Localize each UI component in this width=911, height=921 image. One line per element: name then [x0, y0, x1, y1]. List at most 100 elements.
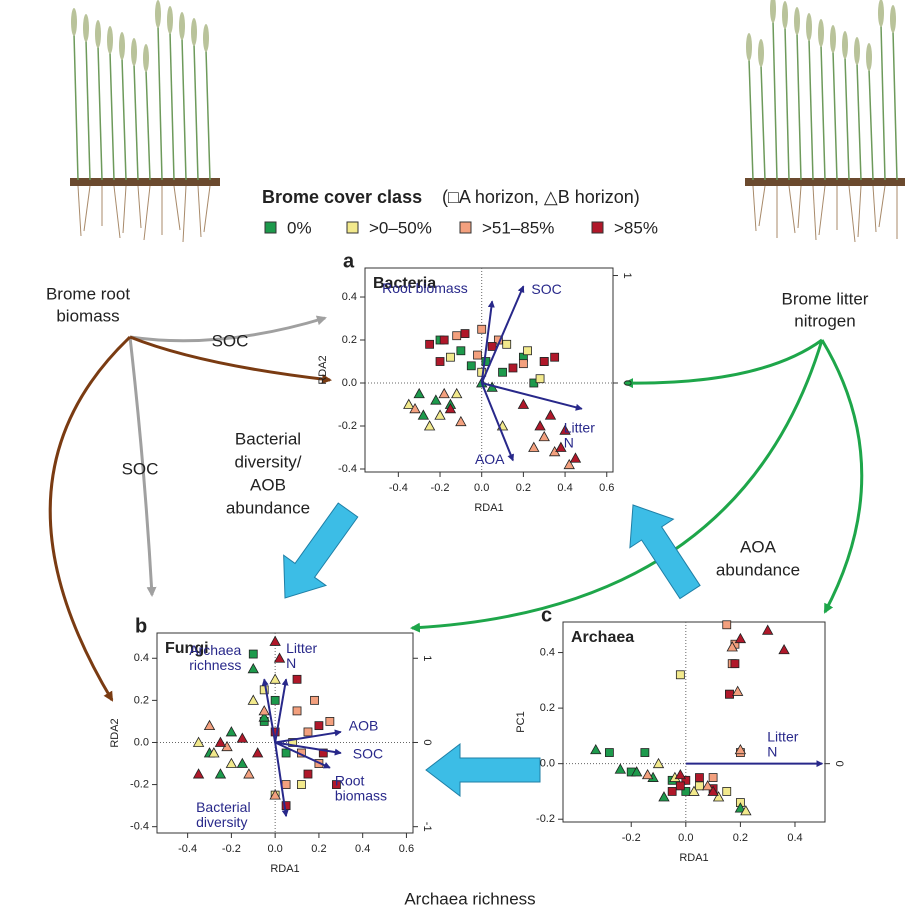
point-triangle [273, 652, 286, 663]
grass-head [71, 8, 77, 36]
point-square [508, 363, 518, 373]
grass-stem [85, 39, 91, 181]
grass-stem [832, 50, 838, 181]
point-square [318, 748, 328, 758]
grass-stem [868, 68, 874, 181]
grass-stem [157, 25, 163, 181]
point-triangle [652, 757, 665, 769]
point-triangle [726, 641, 738, 652]
point-square [297, 780, 306, 789]
x-axis-label: RDA1 [679, 852, 708, 864]
edge-label: abundance [226, 498, 310, 517]
point-square [303, 727, 313, 737]
vector-label: biomass [335, 787, 387, 803]
point-triangle [614, 763, 626, 774]
grass-stem [169, 31, 175, 181]
point-triangle [517, 398, 530, 409]
root [197, 185, 202, 238]
grass-head [782, 1, 788, 29]
x-tick-label: 0.2 [311, 843, 326, 855]
vector-label: Root [335, 772, 365, 788]
y-tick-label: 0.0 [540, 758, 555, 770]
root [173, 185, 181, 231]
point-triangle [430, 394, 442, 405]
panel: -0.4 -0.2 0.0 0.2 0.4 0.6 -0.4 -0.2 0.0 0.2 0.4 -1 0… [109, 615, 433, 875]
point-triangle [569, 452, 582, 463]
point-triangle [247, 662, 259, 674]
root [137, 185, 142, 229]
grass-stem [205, 49, 211, 181]
point-square [456, 346, 466, 356]
point-square [695, 781, 704, 791]
edge-label: SOC [212, 331, 249, 350]
x-tick-label: -0.2 [431, 482, 450, 494]
point-square [314, 721, 324, 731]
point-triangle [455, 415, 467, 427]
panel: -0.2 0.0 0.2 0.4 -0.2 0.0 0.2 0.4 0 RDA1 PC1 c Archa… [515, 604, 845, 864]
root [857, 185, 862, 238]
point-square [681, 775, 691, 785]
point-square [259, 685, 269, 695]
plot-frame [364, 267, 614, 473]
vector-label: AOA [475, 451, 505, 467]
grass-stem [772, 20, 778, 181]
point-triangle [778, 643, 790, 655]
legend-swatch [459, 221, 472, 234]
point-square [708, 773, 718, 782]
point-square [725, 689, 734, 699]
edge-label: diversity/ [234, 452, 301, 471]
point-square [310, 695, 319, 705]
root [143, 185, 151, 241]
root [878, 185, 886, 228]
grass-head [818, 19, 824, 47]
point-triangle [192, 768, 205, 779]
litter-arrow [820, 339, 864, 614]
edge-label: Bacterial [235, 429, 301, 448]
point-triangle [731, 685, 744, 696]
point-square [466, 361, 476, 371]
point-triangle [674, 768, 687, 780]
grass-stem [73, 33, 79, 181]
root [182, 185, 187, 243]
grass-head [107, 26, 113, 54]
grass-stem [880, 24, 886, 181]
vector-label: N [767, 743, 777, 759]
vector-label: Root biomass [382, 280, 468, 296]
point-square [539, 357, 549, 366]
y-tick-label: -0.2 [536, 813, 555, 825]
point-triangle [214, 768, 227, 779]
point-triangle [563, 458, 575, 470]
biplot-vector [274, 729, 342, 744]
point-triangle [258, 705, 270, 716]
soc-arrow [128, 336, 157, 597]
point-square [518, 359, 528, 369]
y2-tick-label: 0 [621, 380, 633, 386]
point-triangle [203, 719, 216, 731]
point-square [292, 674, 302, 684]
root [812, 185, 817, 241]
legend-swatch [264, 221, 277, 234]
point-triangle [236, 732, 249, 743]
grass-head [191, 18, 197, 46]
point-triangle [701, 780, 714, 791]
root [797, 185, 802, 229]
point-triangle [208, 747, 220, 758]
legend-swatch [346, 221, 359, 234]
litter-arrow [410, 339, 824, 633]
edge-label: AOB [250, 475, 286, 494]
point-triangle [417, 409, 430, 420]
point-square [681, 787, 691, 796]
point-square [550, 352, 560, 362]
vector-label: N [286, 655, 296, 671]
biplot-vector [274, 741, 331, 769]
y-tick-label: 0.0 [342, 377, 357, 389]
root-arrow [48, 335, 132, 702]
point-triangle [434, 409, 446, 420]
grass-head [83, 14, 89, 42]
point-square [452, 331, 462, 341]
y-tick-label: -0.4 [130, 821, 149, 833]
legend: Brome cover class (□A horizon, △B horizo… [262, 187, 658, 238]
biplot-vector [274, 742, 289, 818]
grass-head [830, 25, 836, 53]
